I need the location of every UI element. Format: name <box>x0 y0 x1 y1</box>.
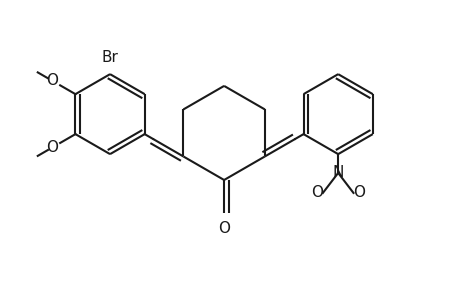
Text: O: O <box>46 140 58 155</box>
Text: N: N <box>332 165 343 180</box>
Text: Br: Br <box>101 50 118 65</box>
Text: O: O <box>46 73 58 88</box>
Text: O: O <box>353 185 364 200</box>
Text: O: O <box>310 185 322 200</box>
Text: O: O <box>218 221 230 236</box>
